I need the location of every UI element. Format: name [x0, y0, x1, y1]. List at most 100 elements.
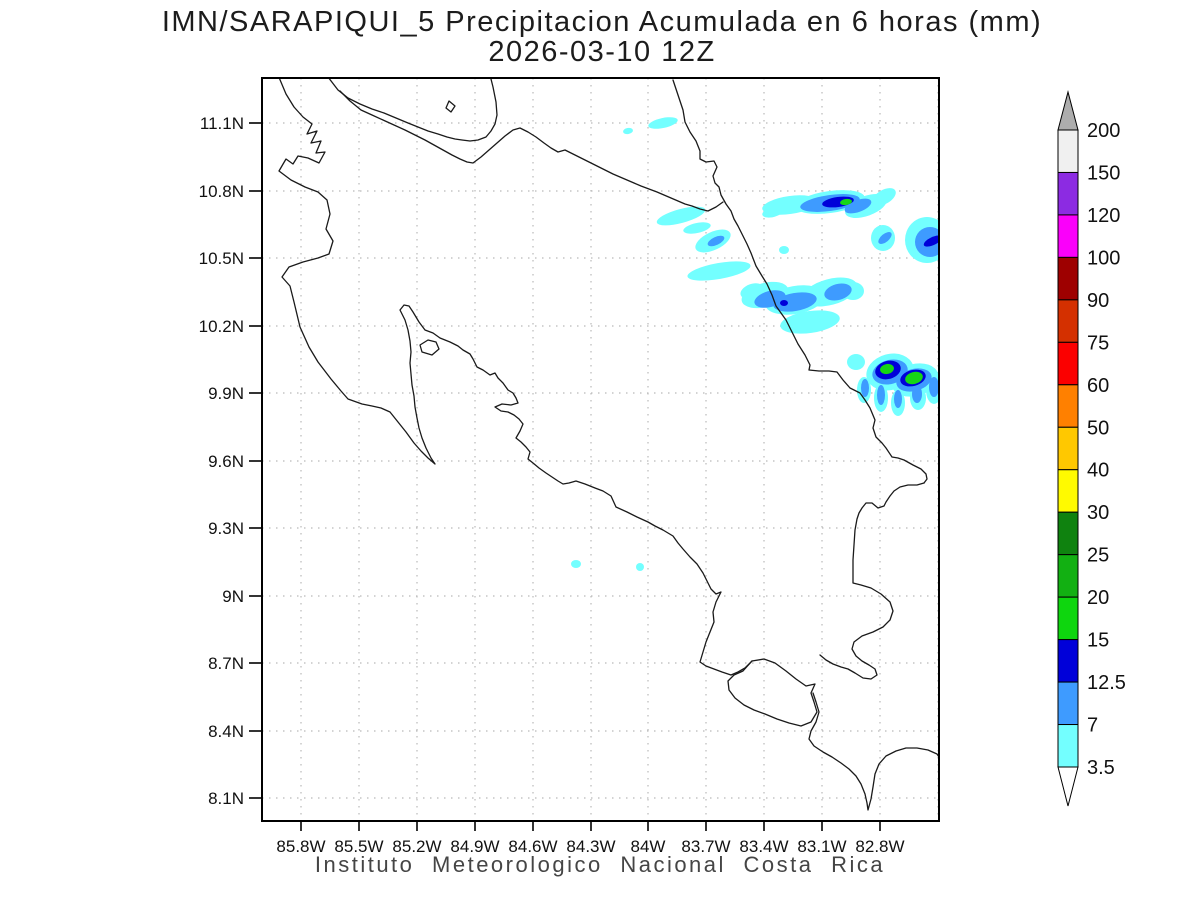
colorbar-segment	[1057, 724, 1079, 768]
colorbar-arrow-bottom	[1057, 766, 1079, 807]
y-tick-label: 10.5N	[199, 249, 244, 268]
precip-patch	[780, 310, 840, 334]
colorbar-segment	[1057, 256, 1079, 301]
coastline-golfo-dulce-burica-panama	[808, 692, 939, 811]
precip-patch	[894, 390, 902, 408]
precip-patch	[929, 377, 939, 397]
y-tick-label: 9.9N	[208, 384, 244, 403]
precip-level-l4	[840, 198, 923, 385]
colorbar-segment	[1057, 469, 1079, 513]
y-tick-label: 10.2N	[199, 317, 244, 336]
colorbar: 200 150 120 100 90 75 60 50 40 30 25 20 15 12.5 7 3.5	[1057, 90, 1126, 807]
colorbar-label: 12.5	[1087, 672, 1126, 694]
colorbar-label: 30	[1087, 502, 1109, 524]
precip-patch	[656, 206, 706, 226]
precip-level-l1	[571, 117, 939, 571]
colorbar-segment	[1057, 214, 1079, 258]
precip-patch	[923, 235, 939, 247]
precip-patch	[824, 283, 852, 301]
precip-patch	[861, 379, 869, 397]
precip-patch	[687, 261, 751, 281]
x-tick-label: 82.8W	[855, 837, 904, 856]
colorbar-segment	[1057, 681, 1079, 726]
x-tick-label: 84.9W	[450, 837, 499, 856]
colorbar-label: 150	[1087, 162, 1120, 184]
precip-patch	[880, 363, 894, 375]
precip-patch	[877, 385, 885, 405]
colorbar-segment	[1057, 171, 1079, 216]
colorbar-label: 60	[1087, 375, 1109, 397]
colorbar-label: 25	[1087, 545, 1109, 567]
coastlines	[278, 78, 939, 811]
colorbar-label: 50	[1087, 417, 1109, 439]
precip-patch	[779, 246, 789, 254]
precip-patch	[878, 232, 892, 244]
colorbar-label: 15	[1087, 630, 1109, 652]
colorbar-segment	[1057, 384, 1079, 428]
precip-patch	[773, 292, 817, 312]
x-tick-label: 85.8W	[276, 837, 325, 856]
coastline-caribbean-coast	[672, 79, 928, 484]
colorbar-arrow-top	[1057, 90, 1079, 131]
x-tick-label: 84.6W	[508, 837, 557, 856]
colorbar-label: 200	[1087, 120, 1120, 142]
coastline-panama-border-lagoon	[819, 482, 925, 680]
colorbar-label: 90	[1087, 290, 1109, 312]
precip-patch	[905, 371, 923, 385]
precip-patch	[872, 188, 896, 206]
map-frame	[261, 77, 940, 822]
colorbar-segment	[1057, 511, 1079, 556]
institute-caption: Instituto Meteorologico Nacional Costa R…	[314, 852, 886, 877]
y-tick-label: 8.7N	[208, 654, 244, 673]
colorbar-segment	[1057, 426, 1079, 471]
coastline-chira-island	[419, 339, 440, 356]
precip-patch	[847, 354, 865, 370]
colorbar-segment	[1057, 596, 1079, 641]
precip-patch	[840, 198, 852, 206]
coastline-lake-nicaragua-shore	[327, 78, 498, 142]
colorbar-segment	[1057, 341, 1079, 386]
precip-patch	[648, 117, 678, 129]
y-tick-label: 11.1N	[200, 114, 244, 133]
x-axis: 85.8W 85.5W 85.2W 84.9W 84.6W 84.3W 84W 83.7W 83…	[276, 821, 905, 856]
x-tick-label: 84W	[631, 837, 666, 856]
y-tick-label: 10.8N	[199, 182, 244, 201]
colorbar-segment	[1057, 554, 1079, 598]
y-tick-label: 8.1N	[208, 789, 244, 808]
coastline-pacific-coast-nicoya	[278, 78, 753, 676]
precip-patch	[571, 560, 581, 568]
precip-patch	[707, 235, 725, 247]
precip-patch	[844, 198, 872, 214]
y-tick-label: 9N	[222, 587, 244, 606]
precip-patch	[683, 222, 711, 234]
coastline-lake-island	[445, 100, 456, 113]
colorbar-label: 100	[1087, 247, 1120, 269]
x-tick-label: 84.3W	[566, 837, 615, 856]
x-tick-label: 83.1W	[797, 837, 846, 856]
y-tick-label: 9.6N	[208, 452, 244, 471]
x-tick-label: 85.2W	[392, 837, 441, 856]
y-axis: 11.1N 10.8N 10.5N 10.2N 9.9N 9.6N 9.3N 9N 8.7N 8.…	[199, 114, 262, 808]
precip-patch	[912, 385, 922, 403]
grid-lines	[262, 78, 939, 821]
colorbar-label: 3.5	[1087, 757, 1115, 779]
x-tick-label: 85.5W	[334, 837, 383, 856]
colorbar-label: 20	[1087, 587, 1109, 609]
coastline-osa-peninsula	[727, 658, 818, 727]
colorbar-label: 40	[1087, 460, 1109, 482]
colorbar-label: 75	[1087, 332, 1109, 354]
colorbar-segment	[1057, 639, 1079, 683]
y-tick-label: 9.3N	[208, 519, 244, 538]
colorbar-segment	[1057, 129, 1079, 173]
y-tick-label: 8.4N	[208, 722, 244, 741]
precip-field	[571, 117, 939, 571]
x-tick-label: 83.4W	[739, 837, 788, 856]
x-tick-label: 83.7W	[681, 837, 730, 856]
colorbar-label: 7	[1087, 715, 1098, 737]
coastline-nicaragua-border-sanjuan	[339, 90, 724, 212]
precip-patch	[623, 127, 633, 135]
colorbar-label: 120	[1087, 205, 1120, 227]
colorbar-segment	[1057, 299, 1079, 343]
